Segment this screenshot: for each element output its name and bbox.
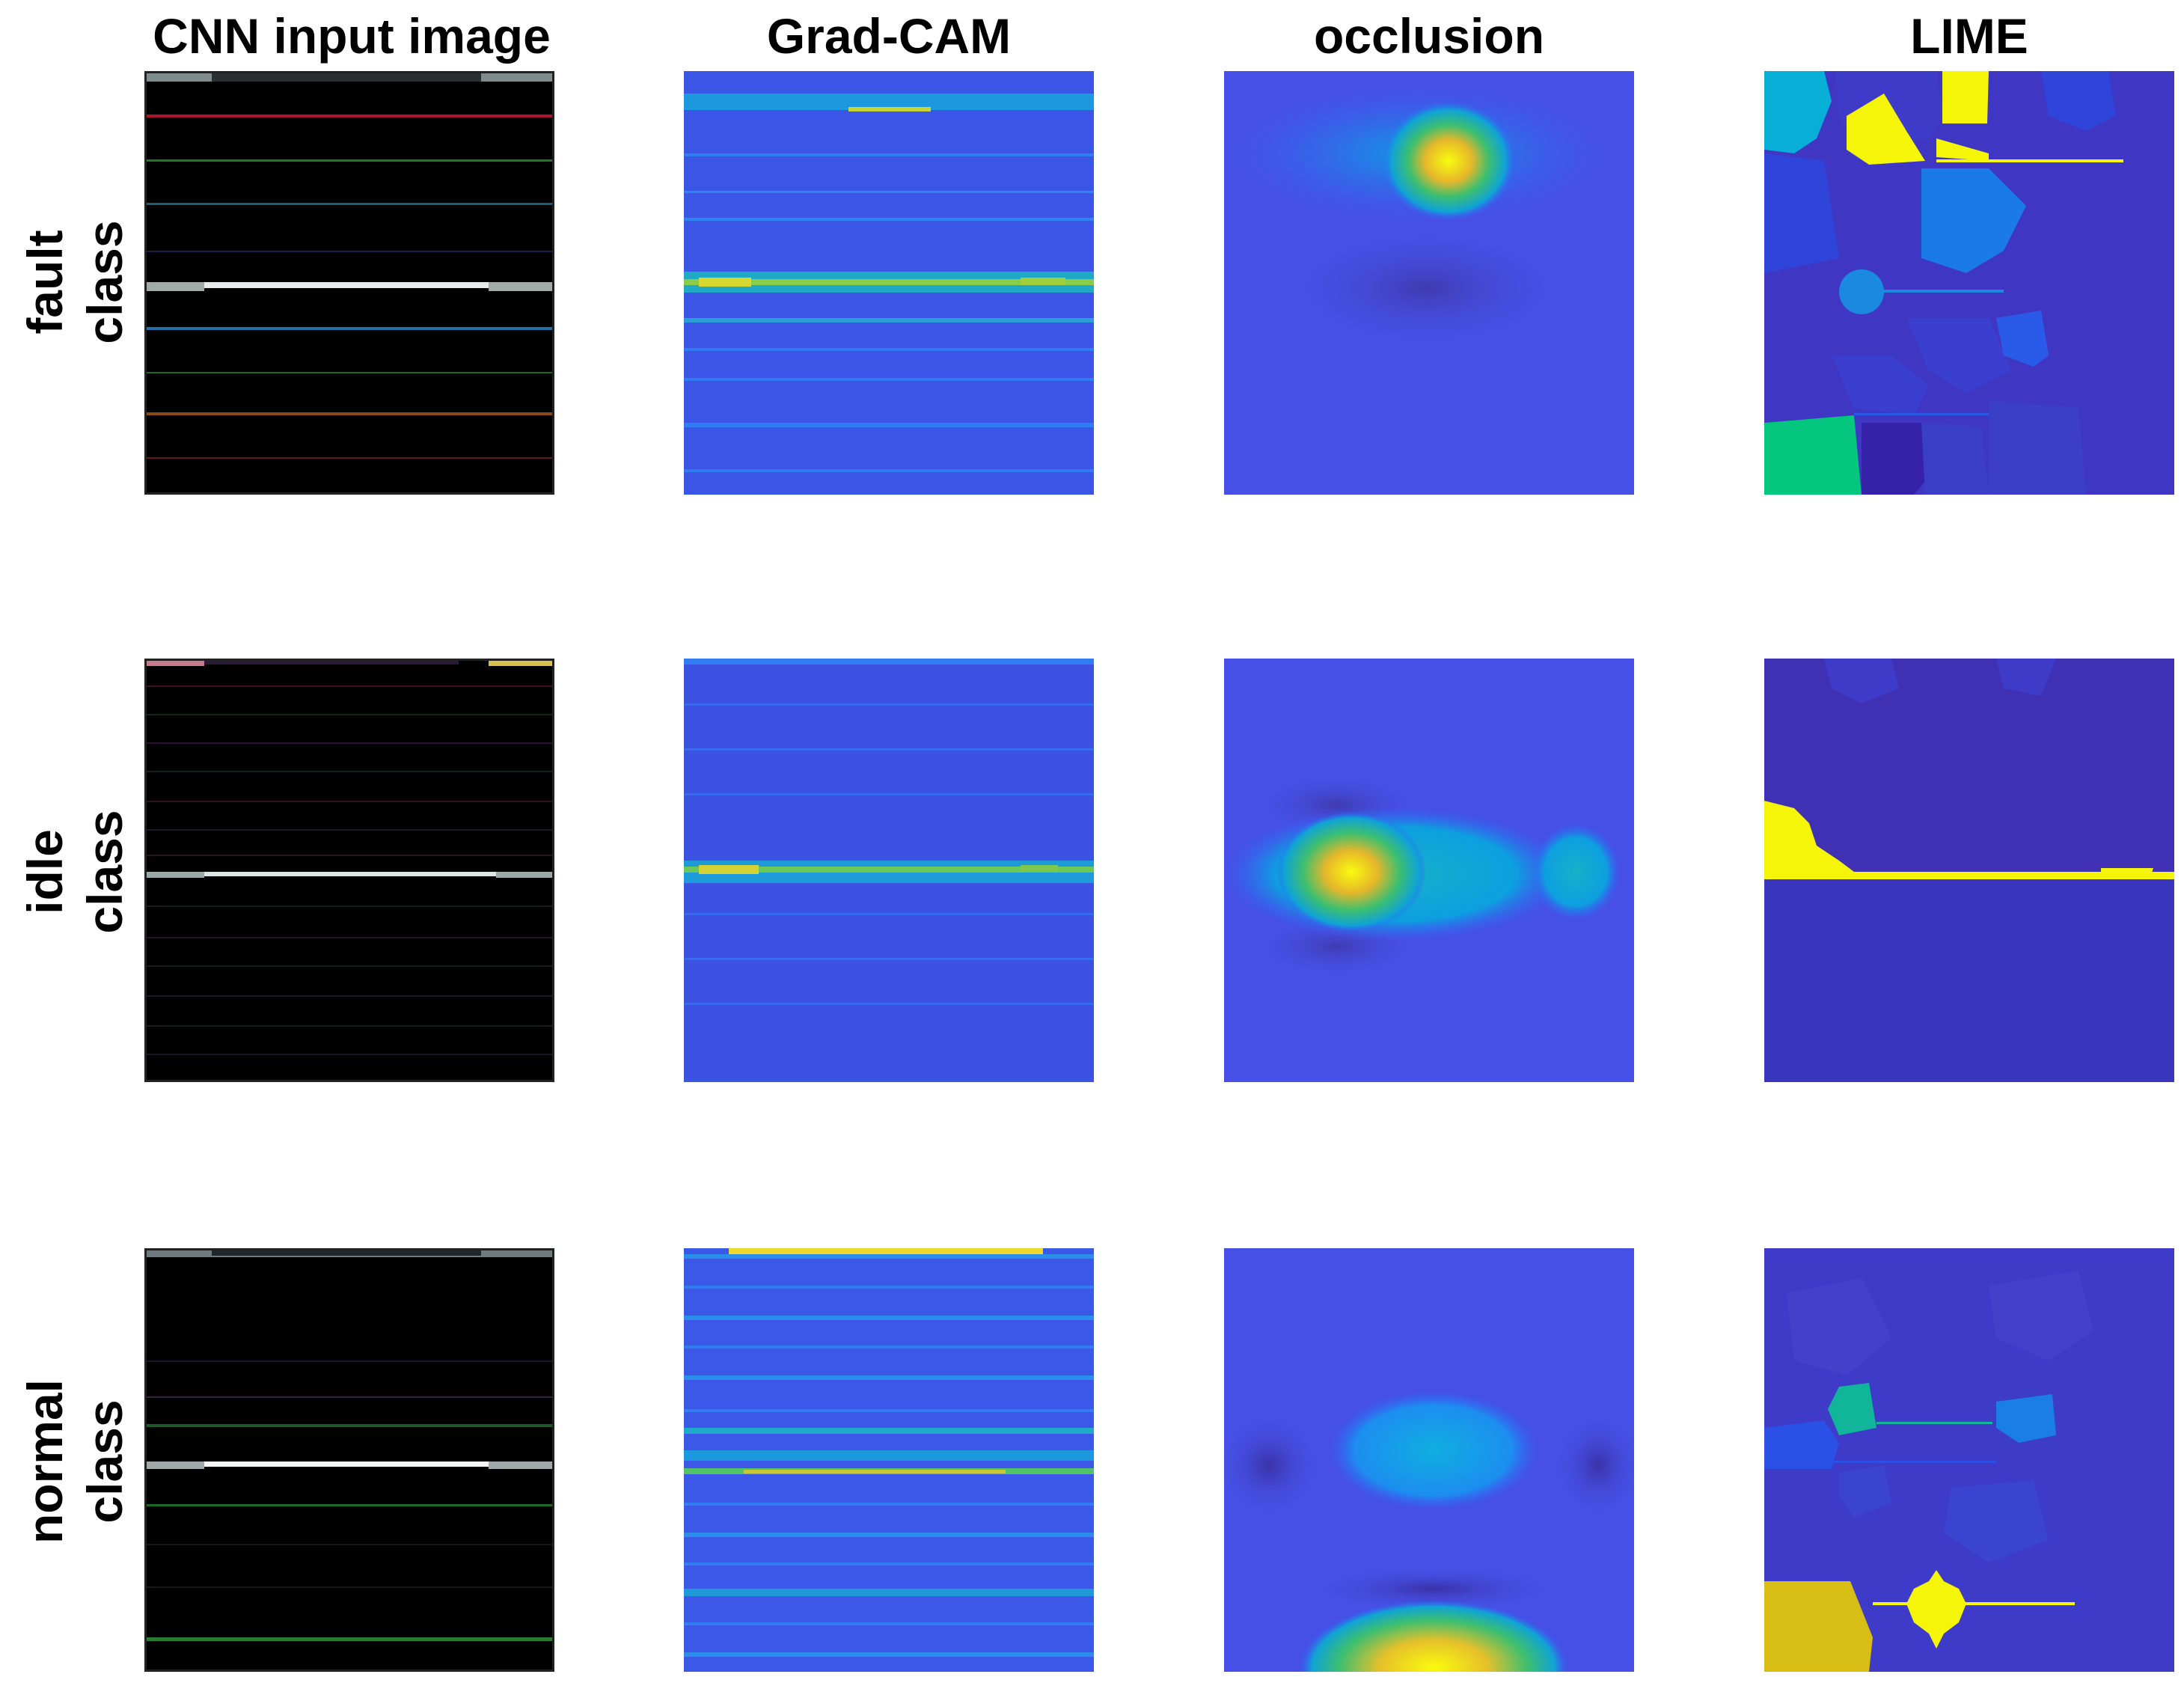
column-title-occlusion: occlusion — [1313, 8, 1545, 64]
column-title-grad-cam: Grad-CAM — [766, 8, 1012, 64]
normal-cnn-input-image — [144, 1248, 554, 1672]
fault-occlusion-map — [1224, 71, 1634, 495]
fault-cnn-input-image — [144, 71, 554, 495]
column-title-lime: LIME — [1910, 8, 2028, 64]
normal-lime-segments — [1764, 1248, 2174, 1672]
idle-cnn-input-image — [144, 659, 554, 1082]
normal-occlusion-map — [1224, 1248, 1634, 1672]
row-label-normal-line2: class — [77, 1399, 132, 1524]
idle-grad-cam-heatmap — [684, 659, 1094, 1082]
normal-grad-cam-heatmap — [684, 1248, 1094, 1672]
row-label-fault-line2: class — [77, 220, 132, 344]
idle-lime-segments — [1764, 659, 2174, 1082]
row-label-fault-line1: fault — [17, 230, 73, 335]
fault-lime-segments — [1764, 71, 2174, 495]
idle-occlusion-map — [1224, 659, 1634, 1082]
row-label-idle-line1: idle — [17, 829, 73, 914]
row-label-idle-line2: class — [77, 810, 132, 934]
column-title-cnn-input: CNN input image — [153, 8, 551, 64]
fault-grad-cam-heatmap — [684, 71, 1094, 495]
row-label-normal-line1: normal — [17, 1378, 73, 1545]
